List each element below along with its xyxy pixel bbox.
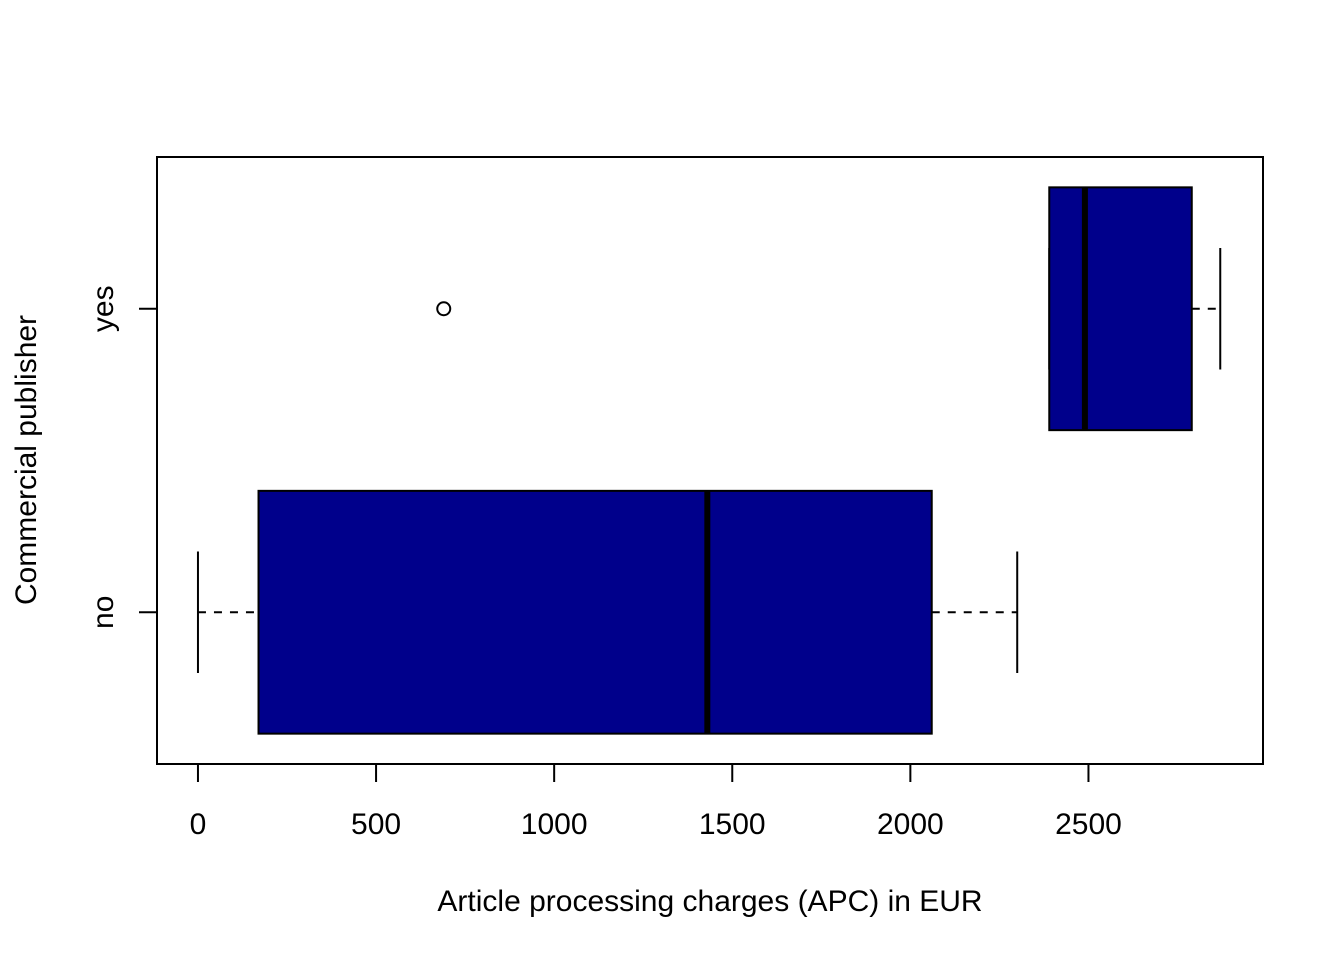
x-tick-label: 1500 [699, 808, 766, 841]
y-axis: no yes [87, 285, 158, 629]
x-axis-title: Article processing charges (APC) in EUR [437, 885, 982, 918]
y-tick-label: yes [87, 285, 120, 332]
iqr-box [257, 489, 933, 735]
boxes-layer [196, 186, 1222, 735]
box-group-no [196, 489, 1019, 735]
x-tick-label: 1000 [521, 808, 588, 841]
x-tick-label: 500 [351, 808, 401, 841]
y-tick-label: no [87, 596, 120, 629]
x-tick-label: 0 [190, 808, 207, 841]
x-tick-label: 2500 [1055, 808, 1122, 841]
iqr-box [1048, 186, 1193, 432]
outlier-point [436, 301, 452, 317]
x-axis: 0 500 1000 1500 2000 2500 [190, 763, 1122, 841]
x-tick-label: 2000 [877, 808, 944, 841]
box-group-yes [436, 186, 1222, 432]
y-axis-title: Commercial publisher [10, 315, 43, 605]
